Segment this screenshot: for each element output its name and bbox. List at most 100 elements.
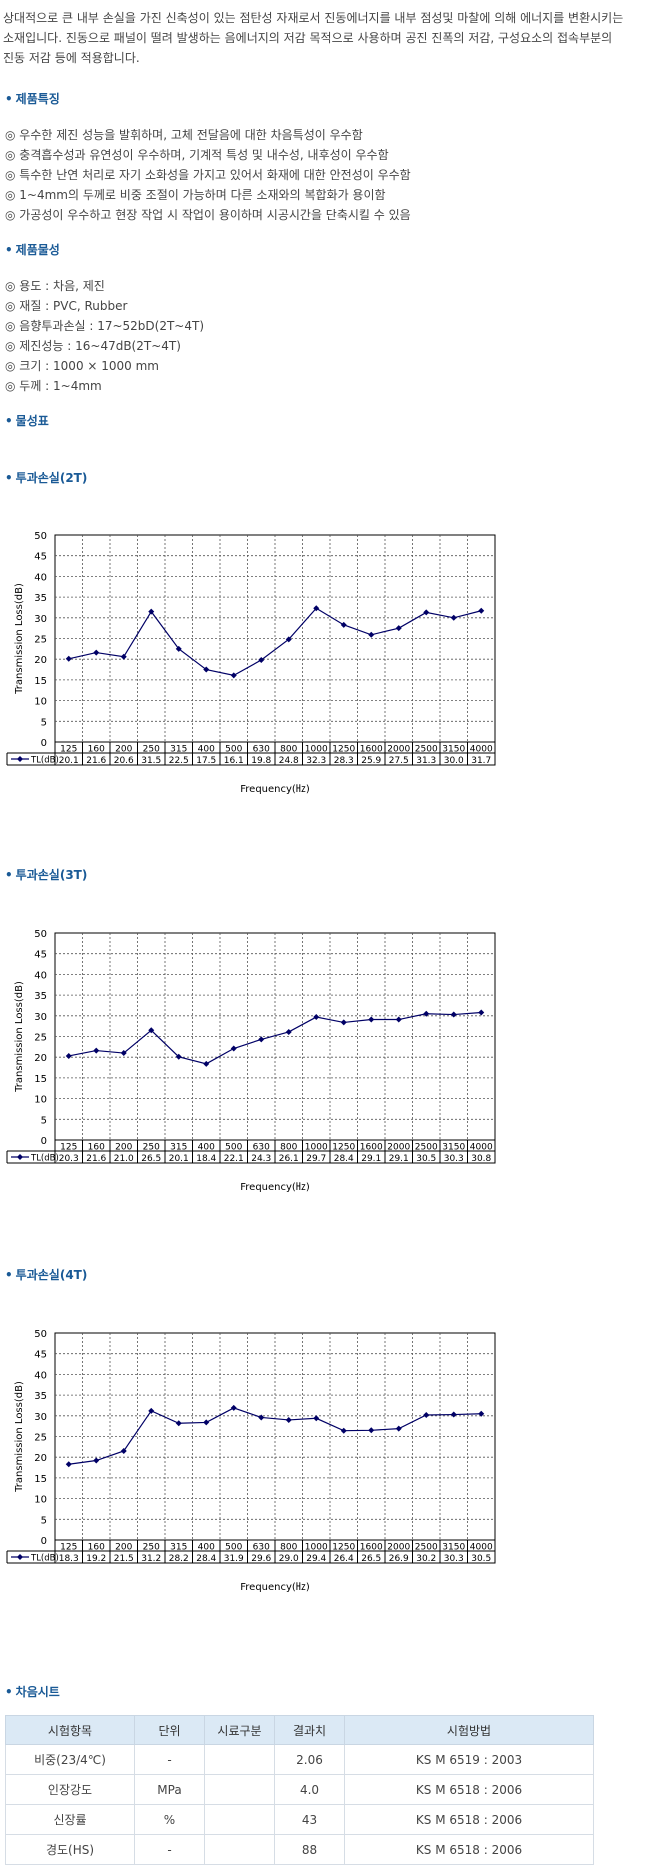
data-label: 21.5	[114, 1554, 134, 1564]
x-tick-label: 1250	[332, 1543, 355, 1553]
data-label: 18.4	[196, 1154, 216, 1164]
data-label: 30.0	[444, 756, 464, 766]
data-label: 30.8	[471, 1154, 491, 1164]
data-label: 20.6	[114, 756, 134, 766]
y-tick-label: 0	[41, 1136, 47, 1147]
table-cell: -	[134, 1744, 205, 1775]
x-axis-label: Frequency(㎐)	[240, 1182, 310, 1193]
x-tick-label: 2000	[387, 1143, 410, 1153]
table-cell: 비중(23/4℃)	[5, 1744, 135, 1775]
x-tick-label: 800	[280, 745, 297, 755]
x-tick-label: 1000	[305, 1143, 328, 1153]
data-point	[120, 1050, 127, 1057]
y-tick-label: 5	[41, 717, 47, 728]
section-title-label: 투과손실(2T)	[15, 471, 88, 485]
x-tick-label: 125	[60, 1143, 77, 1153]
x-tick-label: 315	[170, 1143, 187, 1153]
table-cell: 경도(HS)	[5, 1834, 135, 1865]
x-tick-label: 250	[143, 745, 160, 755]
data-label: 22.1	[224, 1154, 244, 1164]
x-tick-label: 3150	[442, 1143, 465, 1153]
data-point	[203, 666, 210, 673]
intro-text: 상대적으로 큰 내부 손실을 가진 신축성이 있는 점탄성 자재로서 진동에너지…	[3, 8, 669, 68]
data-label: 26.5	[361, 1554, 381, 1564]
data-label: 28.2	[169, 1554, 189, 1564]
y-axis-label: Transmission Loss(dB)	[14, 583, 25, 695]
data-point	[65, 1052, 72, 1059]
x-tick-label: 630	[253, 745, 270, 755]
y-tick-label: 30	[34, 614, 47, 625]
y-tick-label: 40	[34, 970, 47, 981]
data-point	[203, 1419, 210, 1426]
data-point	[258, 1414, 265, 1421]
spec-table: 시험항목 단위 시료구분 결과치 시험방법 비중(23/4℃) - 2.06 K…	[5, 1715, 594, 1865]
table-row: 신장률 % 43 KS M 6518 : 2006	[5, 1804, 594, 1835]
table-cell: 2.06	[274, 1744, 345, 1775]
data-label: 18.3	[59, 1554, 79, 1564]
y-tick-label: 10	[34, 1495, 47, 1506]
bullet-icon: •	[5, 868, 13, 882]
legend-marker	[17, 1154, 23, 1160]
y-tick-label: 25	[34, 1433, 47, 1444]
chart-2t: 0 5 10 15 20 25 30 35 40 45 50 Transmission Loss(dB…	[0, 520, 600, 840]
column-header: 시험항목	[5, 1715, 135, 1745]
data-label: 21.6	[86, 756, 106, 766]
data-label: 21.0	[114, 1154, 134, 1164]
bullet-icon: •	[5, 243, 13, 257]
x-tick-label: 800	[280, 1543, 297, 1553]
data-label: 29.1	[389, 1154, 409, 1164]
data-point	[395, 1425, 402, 1432]
section-title-label: 차음시트	[15, 1685, 60, 1699]
x-tick-label: 1000	[305, 745, 328, 755]
chart-svg: 0 5 10 15 20 25 30 35 40 45 50 Transmission Loss(dB…	[6, 929, 496, 1193]
x-tick-label: 315	[170, 1543, 187, 1553]
x-tick-label: 125	[60, 1543, 77, 1553]
bullet-icon: •	[5, 1685, 13, 1699]
table-cell: KS M 6519 : 2003	[344, 1744, 594, 1775]
y-tick-label: 50	[34, 1329, 47, 1340]
list-item: ◎ 특수한 난연 처리로 자기 소화성을 가지고 있어서 화재에 대한 안전성이…	[5, 168, 411, 182]
table-cell	[204, 1834, 275, 1865]
intro-line: 소재입니다. 진동으로 패널이 떨려 발생하는 음에너지의 저감 목적으로 사용…	[3, 31, 613, 45]
table-cell: %	[134, 1804, 205, 1835]
data-point	[423, 1411, 430, 1418]
table-header-row: 시험항목 단위 시료구분 결과치 시험방법	[5, 1715, 594, 1745]
data-label: 24.8	[279, 756, 299, 766]
data-point	[148, 1407, 155, 1414]
data-label: 30.2	[416, 1554, 436, 1564]
data-point	[340, 1019, 347, 1026]
x-tick-label: 2500	[415, 745, 438, 755]
list-item: ◎ 가공성이 우수하고 현장 작업 시 작업이 용이하며 시공시간을 단축시킬 …	[5, 208, 411, 222]
section-title-properties: • 제품물성	[5, 241, 60, 258]
data-point	[65, 1461, 72, 1468]
y-tick-label: 20	[34, 1053, 47, 1064]
section-title-label: 물성표	[15, 414, 49, 428]
x-tick-label: 2500	[415, 1543, 438, 1553]
table-cell	[204, 1744, 275, 1775]
data-label: 28.3	[334, 756, 354, 766]
table-cell: KS M 6518 : 2006	[344, 1834, 594, 1865]
y-tick-label: 35	[34, 593, 47, 604]
table-cell: 4.0	[274, 1774, 345, 1805]
data-point	[423, 1010, 430, 1017]
data-label: 31.2	[141, 1554, 161, 1564]
x-tick-label: 3150	[442, 745, 465, 755]
section-title-chart-3t: • 투과손실(3T)	[5, 866, 87, 883]
data-point	[148, 608, 155, 615]
x-tick-label: 1250	[332, 745, 355, 755]
x-tick-label: 125	[60, 745, 77, 755]
data-point	[450, 1411, 457, 1418]
data-label: 26.4	[334, 1554, 354, 1564]
x-tick-label: 1250	[332, 1143, 355, 1153]
y-tick-label: 0	[41, 738, 47, 749]
data-label: 24.3	[251, 1154, 271, 1164]
data-point	[93, 649, 100, 656]
x-tick-label: 1600	[360, 745, 383, 755]
table-row: 인장강도 MPa 4.0 KS M 6518 : 2006	[5, 1774, 594, 1805]
x-tick-label: 2000	[387, 1543, 410, 1553]
data-label: 19.8	[251, 756, 271, 766]
y-tick-label: 40	[34, 1370, 47, 1381]
chart-svg: 0 5 10 15 20 25 30 35 40 45 50 Transmission Loss(dB…	[6, 1329, 496, 1593]
data-point	[313, 1014, 320, 1021]
table-cell: KS M 6518 : 2006	[344, 1804, 594, 1835]
